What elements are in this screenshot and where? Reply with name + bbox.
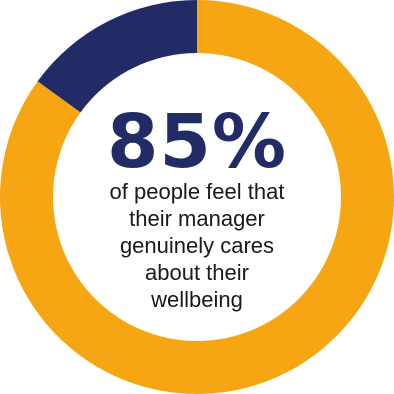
caption-line: genuinely cares — [119, 233, 275, 258]
donut-slice-15 — [37, 0, 197, 113]
chart-caption: of people feel that their manager genuin… — [97, 178, 297, 313]
caption-line: wellbeing — [151, 287, 243, 312]
caption-line: their manager — [129, 206, 265, 231]
caption-line: of people feel that — [109, 179, 285, 204]
headline-percentage: 85% — [106, 99, 288, 185]
caption-line: about their — [145, 260, 249, 285]
